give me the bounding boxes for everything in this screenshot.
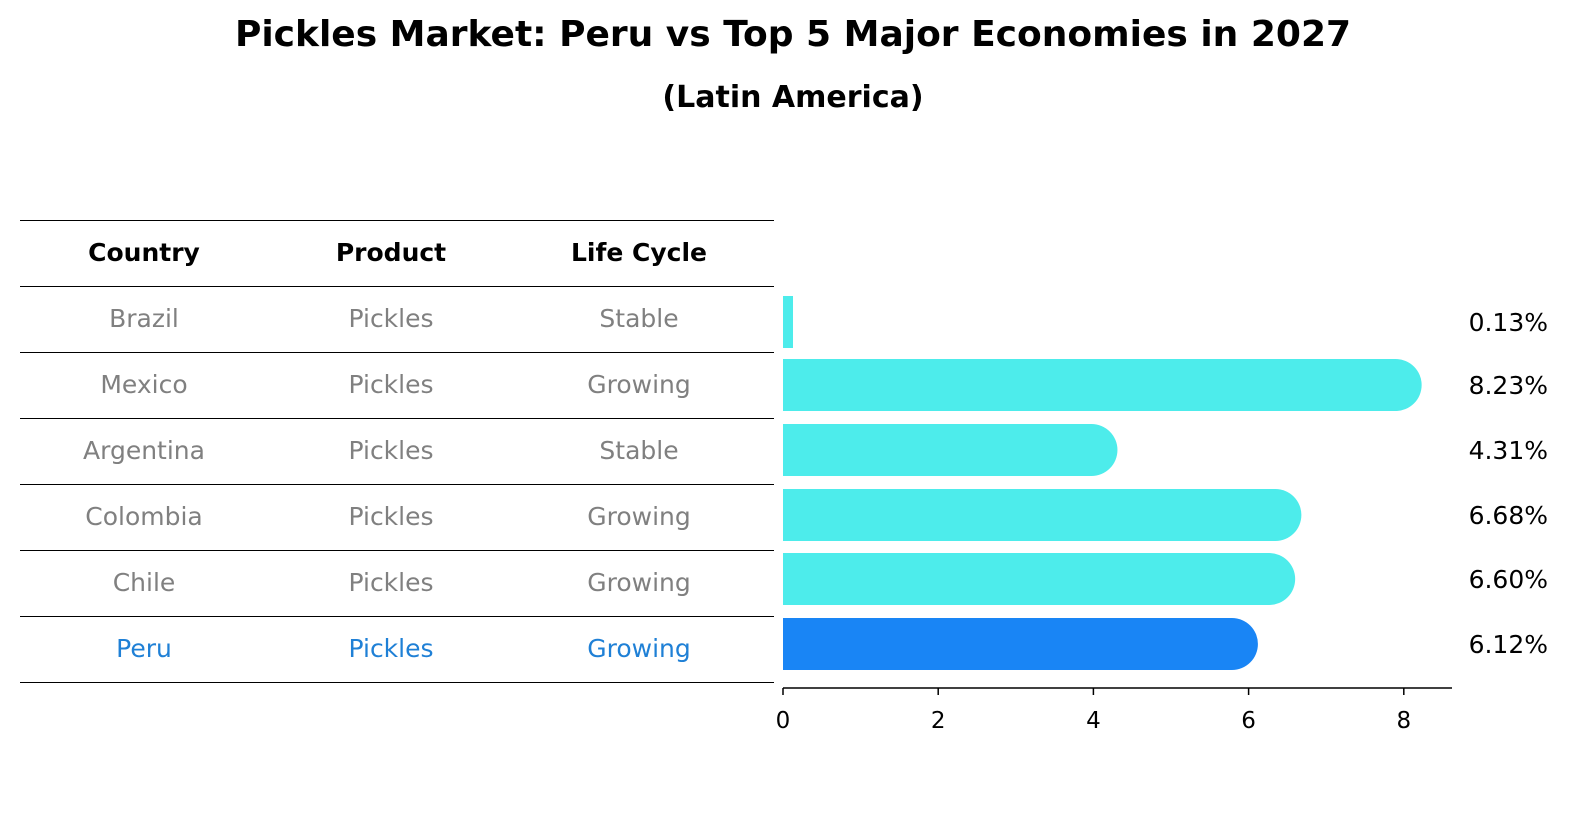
cell-life-cycle: Stable xyxy=(599,304,679,333)
bar-value-label: 6.60% xyxy=(1469,565,1548,594)
cell-product: Pickles xyxy=(348,370,434,399)
bar-peru xyxy=(783,618,1258,670)
table-rule xyxy=(20,616,774,617)
bar-value-label: 0.13% xyxy=(1469,308,1548,337)
cell-product: Pickles xyxy=(348,436,434,465)
chart-title: Pickles Market: Peru vs Top 5 Major Econ… xyxy=(234,14,1352,55)
cell-life-cycle: Growing xyxy=(587,568,691,597)
bar-value-label: 6.68% xyxy=(1469,501,1548,530)
bar-shape xyxy=(783,618,1258,670)
table-rule xyxy=(20,484,774,485)
bar-mexico xyxy=(783,359,1422,411)
table-rule xyxy=(20,352,774,353)
cell-life-cycle: Growing xyxy=(587,370,691,399)
cell-product: Pickles xyxy=(348,568,434,597)
cell-product: Pickles xyxy=(348,634,434,663)
table-rule xyxy=(20,550,774,551)
bar-argentina xyxy=(783,424,1118,476)
bar-shape xyxy=(783,489,1302,541)
cell-country: Argentina xyxy=(83,436,205,465)
cell-life-cycle: Growing xyxy=(587,502,691,531)
bar-shape xyxy=(783,296,793,348)
cell-country: Mexico xyxy=(100,370,188,399)
table-rule xyxy=(20,286,774,287)
bar-colombia xyxy=(783,489,1302,541)
cell-country: Brazil xyxy=(109,304,179,333)
cell-life-cycle: Stable xyxy=(599,436,679,465)
table-rule xyxy=(20,418,774,419)
chart-subtitle: (Latin America) xyxy=(662,80,924,115)
header-product: Product xyxy=(335,238,447,267)
table-rule xyxy=(20,220,774,221)
header-country: Country xyxy=(88,238,200,267)
bar-value-label: 8.23% xyxy=(1469,371,1548,400)
cell-life-cycle: Growing xyxy=(587,634,691,663)
bar-value-label: 6.12% xyxy=(1469,630,1548,659)
bar-shape xyxy=(783,424,1118,476)
x-tick-label: 6 xyxy=(1241,708,1256,734)
cell-product: Pickles xyxy=(348,304,434,333)
bar-value-label: 4.31% xyxy=(1469,436,1548,465)
x-tick-label: 2 xyxy=(931,708,946,734)
cell-country: Peru xyxy=(116,634,172,663)
header-life-cycle: Life Cycle xyxy=(570,238,708,267)
cell-country: Chile xyxy=(112,568,176,597)
cell-product: Pickles xyxy=(348,502,434,531)
x-tick-label: 0 xyxy=(776,708,791,734)
x-tick-label: 8 xyxy=(1396,708,1411,734)
bar-shape xyxy=(783,553,1296,605)
bar-brazil xyxy=(783,296,793,348)
cell-country: Colombia xyxy=(85,502,203,531)
table-rule xyxy=(20,682,774,683)
x-tick-label: 4 xyxy=(1086,708,1101,734)
bar-chile xyxy=(783,553,1296,605)
bar-shape xyxy=(783,359,1422,411)
